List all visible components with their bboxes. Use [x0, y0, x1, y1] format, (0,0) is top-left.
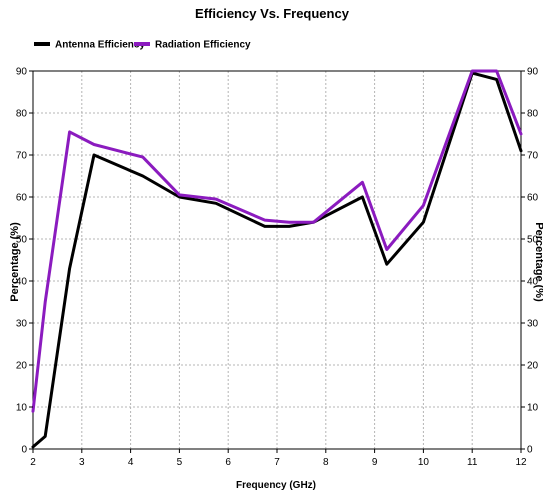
y-tick-label-right: 50 [527, 235, 539, 246]
y-axis-left: 0 10 20 30 40 50 60 70 80 90 [16, 67, 33, 456]
legend-label-antenna-efficiency: Antenna Efficiency [55, 40, 145, 51]
x-tick-label: 9 [372, 457, 378, 468]
x-tick-label: 8 [323, 457, 329, 468]
legend: Antenna Efficiency Radiation Efficiency [34, 40, 251, 51]
y-tick-label-left: 20 [16, 361, 28, 372]
y-tick-label-right: 70 [527, 151, 539, 162]
series-layer [31, 69, 523, 449]
y-tick-label-left: 30 [16, 319, 28, 330]
y-tick-label-right: 40 [527, 277, 539, 288]
x-axis-label: Frequency (GHz) [236, 480, 316, 491]
y-tick-label-right: 20 [527, 361, 539, 372]
y-tick-label-left: 60 [16, 193, 28, 204]
x-tick-label: 4 [128, 457, 134, 468]
x-tick-label: 11 [467, 457, 478, 468]
y-tick-label-left: 0 [21, 445, 27, 456]
y-axis-label-right: Percentage (%) [533, 222, 543, 302]
y-tick-label-left: 90 [16, 67, 28, 78]
y-tick-label-left: 70 [16, 151, 28, 162]
legend-label-radiation-efficiency: Radiation Efficiency [155, 40, 251, 51]
y-tick-label-left: 40 [16, 277, 28, 288]
y-tick-label-left: 10 [16, 403, 28, 414]
x-tick-label: 10 [418, 457, 430, 468]
x-tick-label: 3 [79, 457, 85, 468]
y-tick-label-left: 80 [16, 109, 28, 120]
gridlines [33, 71, 521, 449]
y-axis-right: 0 10 20 30 40 50 60 70 80 90 [521, 67, 539, 456]
y-tick-label-right: 30 [527, 319, 539, 330]
x-tick-label: 7 [274, 457, 280, 468]
y-axis-label-left: Percentage (%) [9, 222, 21, 302]
x-tick-label: 6 [225, 457, 231, 468]
series-line-antenna-efficiency [31, 71, 523, 449]
y-tick-label-right: 60 [527, 193, 539, 204]
y-tick-label-right: 10 [527, 403, 539, 414]
y-tick-label-right: 90 [527, 67, 539, 78]
x-tick-label: 12 [515, 457, 527, 468]
chart-title: Efficiency Vs. Frequency [195, 6, 350, 21]
y-tick-label-right: 0 [527, 445, 533, 456]
series-line-radiation-efficiency [31, 69, 523, 413]
x-tick-label: 2 [30, 457, 36, 468]
y-tick-label-left: 50 [16, 235, 28, 246]
y-tick-label-right: 80 [527, 109, 539, 120]
x-axis: 2 3 4 5 6 7 8 9 10 11 12 [30, 449, 527, 468]
x-tick-label: 5 [177, 457, 183, 468]
